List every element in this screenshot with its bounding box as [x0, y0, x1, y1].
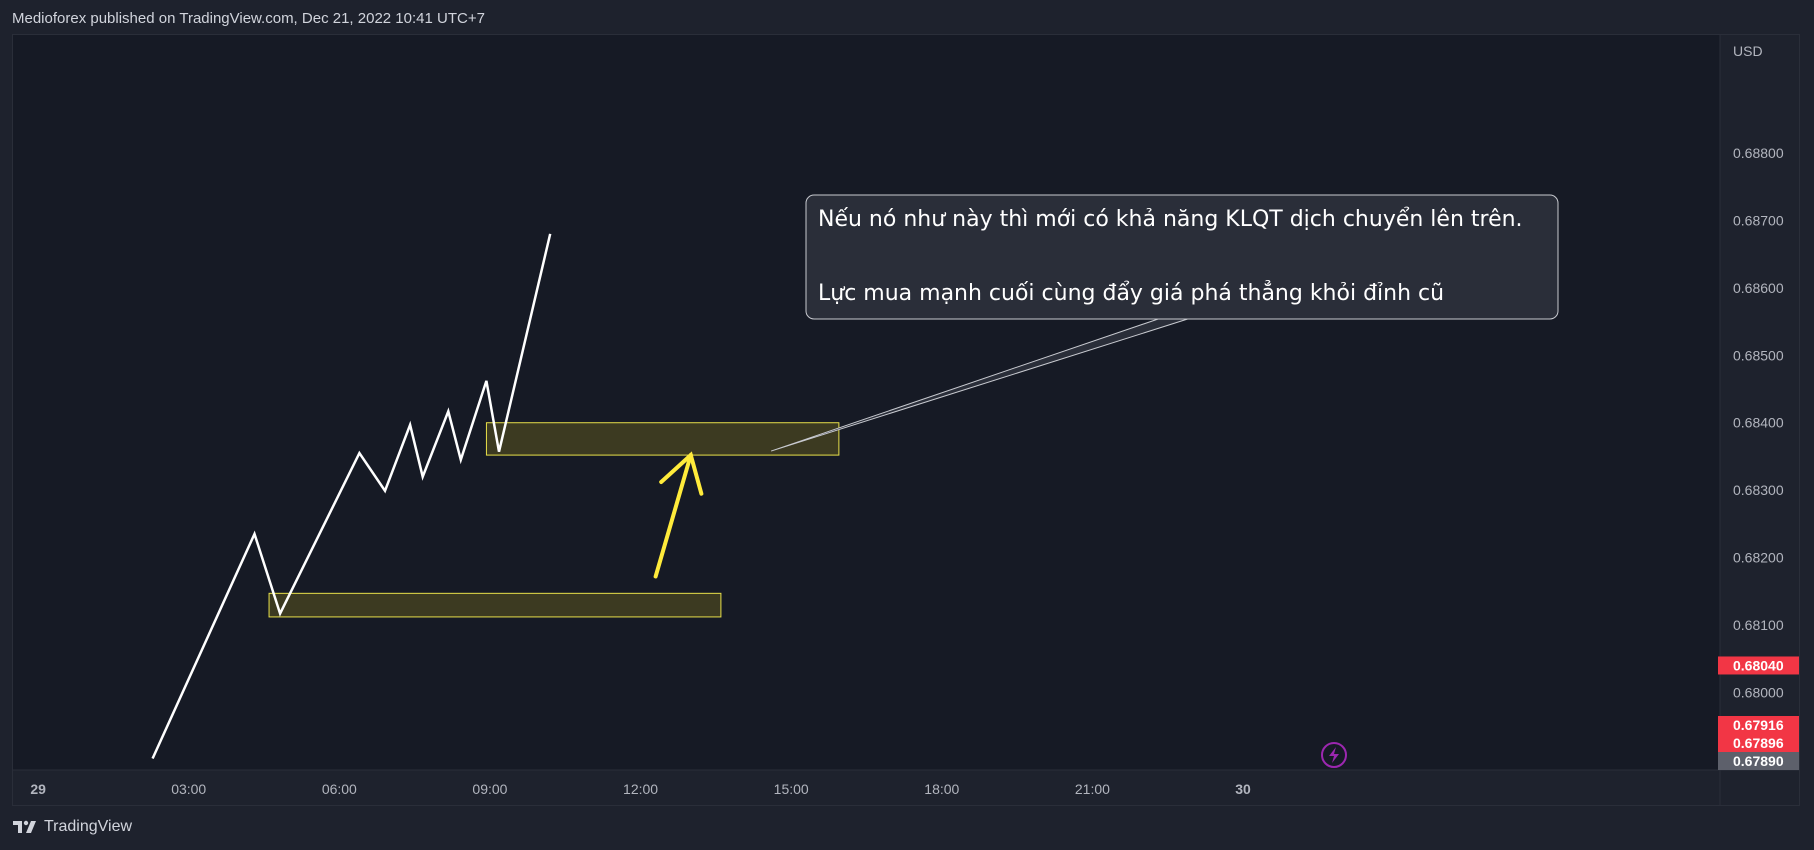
- x-tick-label: 21:00: [1075, 781, 1110, 797]
- lightning-icon: [1329, 747, 1339, 763]
- y-tick-label: 0.68100: [1733, 617, 1784, 633]
- x-tick-label: 03:00: [171, 781, 206, 797]
- brand-label: TradingView: [44, 818, 133, 835]
- arrow-head: [659, 451, 704, 496]
- x-tick-label: 30: [1235, 781, 1251, 797]
- y-tick-label: 0.68800: [1733, 145, 1784, 161]
- price-label-badge: [1718, 752, 1799, 770]
- callout-box[interactable]: [805, 194, 1559, 320]
- currency-label: USD: [1733, 43, 1763, 59]
- price-label-badge: [1718, 716, 1799, 734]
- chart-frame: [12, 34, 1800, 806]
- price-label-text: 0.67916: [1733, 717, 1784, 733]
- alert-icon[interactable]: [1321, 742, 1347, 768]
- price-label-badge: [1718, 734, 1799, 752]
- x-tick-label: 06:00: [322, 781, 357, 797]
- x-tick-label: 09:00: [472, 781, 507, 797]
- price-label-badge: [1718, 656, 1799, 675]
- plot-area[interactable]: [13, 35, 1720, 770]
- callout-text-line: Lực mua mạnh cuối cùng đẩy giá phá thẳng…: [818, 280, 1444, 306]
- y-tick-label: 0.68600: [1733, 280, 1784, 296]
- y-tick-label: 0.68500: [1733, 347, 1784, 363]
- price-line[interactable]: [151, 233, 552, 760]
- y-tick-label: 0.68000: [1733, 684, 1784, 700]
- y-tick-label: 0.68300: [1733, 482, 1784, 498]
- price-label-text: 0.67890: [1733, 753, 1784, 769]
- x-tick-label: 18:00: [924, 781, 959, 797]
- y-tick-label: 0.68400: [1733, 415, 1784, 431]
- callout-text-line: Nếu nó như này thì mới có khả năng KLQT …: [818, 207, 1523, 232]
- x-tick-label: 12:00: [623, 781, 658, 797]
- supply-demand-zone[interactable]: [485, 422, 840, 456]
- publish-info: Medioforex published on TradingView.com,…: [12, 10, 485, 27]
- price-label-text: 0.68040: [1733, 657, 1784, 673]
- x-tick-label: 15:00: [774, 781, 809, 797]
- price-label-text: 0.67896: [1733, 735, 1784, 751]
- supply-demand-zone[interactable]: [268, 592, 722, 618]
- y-tick-label: 0.68700: [1733, 212, 1784, 228]
- arrow-shaft[interactable]: [653, 453, 693, 579]
- x-tick-label: 29: [30, 781, 46, 797]
- tradingview-logo-icon: [13, 820, 36, 833]
- tradingview-brand[interactable]: TradingView: [12, 818, 132, 836]
- y-tick-label: 0.68200: [1733, 550, 1784, 566]
